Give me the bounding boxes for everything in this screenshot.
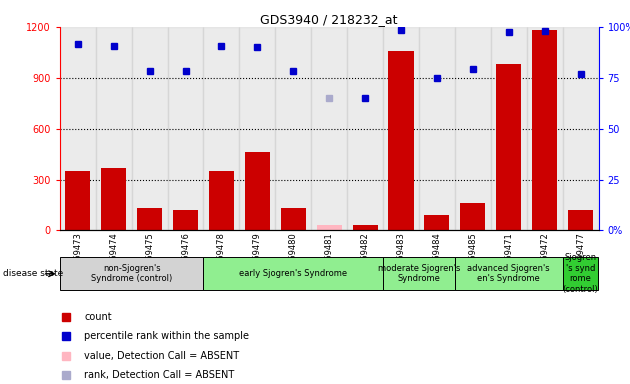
- Bar: [491, 27, 527, 230]
- Bar: [568, 210, 593, 230]
- Bar: [419, 27, 455, 230]
- Bar: [532, 30, 557, 230]
- Text: early Sjogren's Syndrome: early Sjogren's Syndrome: [239, 269, 347, 278]
- Bar: [527, 27, 563, 230]
- Bar: [317, 225, 341, 230]
- Bar: [383, 257, 455, 290]
- Bar: [96, 27, 132, 230]
- Bar: [60, 257, 203, 290]
- Bar: [461, 203, 485, 230]
- Bar: [168, 27, 203, 230]
- Bar: [137, 209, 162, 230]
- Text: rank, Detection Call = ABSENT: rank, Detection Call = ABSENT: [84, 370, 234, 380]
- Bar: [455, 27, 491, 230]
- Text: value, Detection Call = ABSENT: value, Detection Call = ABSENT: [84, 351, 239, 361]
- Bar: [496, 64, 521, 230]
- Text: Sjogren
's synd
rome
(control): Sjogren 's synd rome (control): [563, 253, 598, 294]
- Bar: [347, 27, 383, 230]
- Bar: [389, 51, 413, 230]
- Text: advanced Sjogren's
en's Syndrome: advanced Sjogren's en's Syndrome: [467, 264, 550, 283]
- Bar: [353, 225, 377, 230]
- Bar: [311, 27, 347, 230]
- Bar: [173, 210, 198, 230]
- Text: disease state: disease state: [3, 269, 64, 278]
- Bar: [239, 27, 275, 230]
- Bar: [455, 257, 563, 290]
- Text: percentile rank within the sample: percentile rank within the sample: [84, 331, 249, 341]
- Bar: [101, 168, 126, 230]
- Text: non-Sjogren's
Syndrome (control): non-Sjogren's Syndrome (control): [91, 264, 172, 283]
- Title: GDS3940 / 218232_at: GDS3940 / 218232_at: [260, 13, 398, 26]
- Bar: [203, 257, 383, 290]
- Bar: [209, 171, 234, 230]
- Bar: [203, 27, 239, 230]
- Bar: [383, 27, 419, 230]
- Bar: [275, 27, 311, 230]
- Bar: [66, 171, 90, 230]
- Text: count: count: [84, 312, 112, 322]
- Bar: [563, 27, 598, 230]
- Bar: [60, 27, 96, 230]
- Bar: [245, 152, 270, 230]
- Bar: [563, 257, 598, 290]
- Text: moderate Sjogren's
Syndrome: moderate Sjogren's Syndrome: [378, 264, 460, 283]
- Bar: [132, 27, 168, 230]
- Bar: [281, 209, 306, 230]
- Bar: [425, 215, 449, 230]
